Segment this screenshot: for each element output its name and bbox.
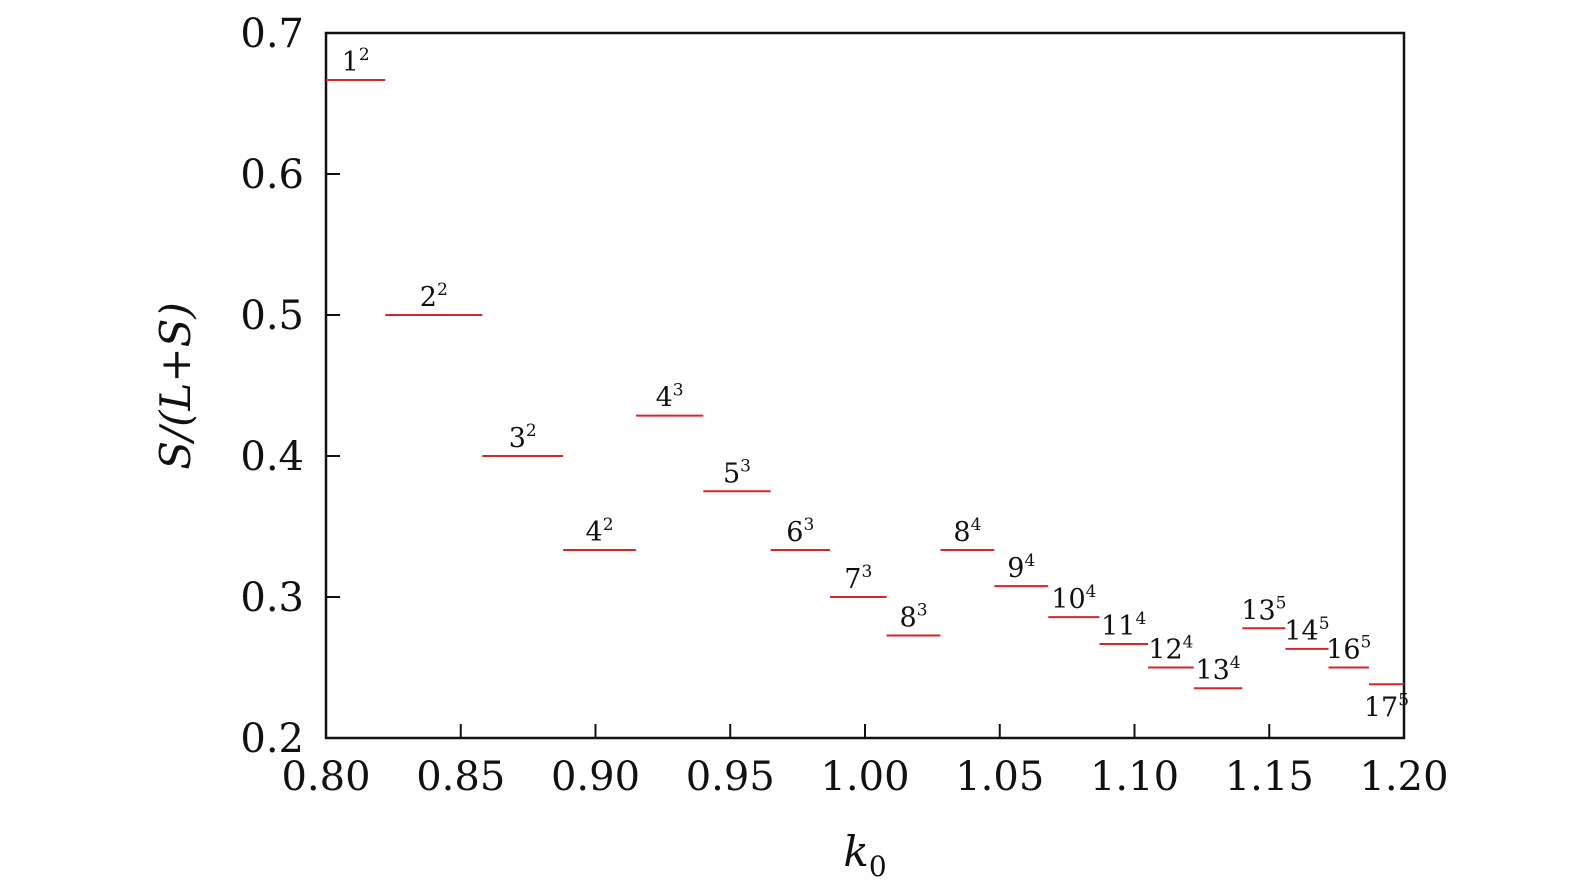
segment-label-base: 7 <box>844 564 861 595</box>
segment-label: 84 <box>953 515 981 548</box>
segment-label-exponent: 3 <box>673 381 684 401</box>
segment-label: 124 <box>1148 633 1193 666</box>
segment-label-base: 6 <box>786 517 803 548</box>
segment-label-base: 11 <box>1101 611 1135 642</box>
x-tick-label: 1.15 <box>1225 754 1314 800</box>
segment-label-exponent: 5 <box>1398 690 1409 710</box>
segment-label-exponent: 3 <box>803 515 814 535</box>
x-tick-label: 0.95 <box>686 754 775 800</box>
segment-label: 12 <box>342 45 370 78</box>
x-tick-label: 1.00 <box>820 754 909 800</box>
segment-label-base: 4 <box>586 517 603 548</box>
x-tick-label: 0.85 <box>416 754 505 800</box>
segment-label-exponent: 4 <box>1024 551 1035 571</box>
segment-label-base: 4 <box>656 383 673 414</box>
segment-label-exponent: 4 <box>1230 653 1241 673</box>
x-tick-label: 1.20 <box>1359 754 1448 800</box>
segment-label-base: 17 <box>1364 692 1398 723</box>
segment-label-base: 13 <box>1195 655 1229 686</box>
segment-label-exponent: 4 <box>1086 582 1097 602</box>
segment-label: 94 <box>1007 551 1035 584</box>
x-tick-label: 0.90 <box>551 754 640 800</box>
segment-label-exponent: 3 <box>740 456 751 476</box>
x-tick-label: 0.80 <box>281 754 370 800</box>
segment-label-base: 13 <box>1241 595 1275 626</box>
segment-label: 63 <box>786 515 814 548</box>
plot-frame <box>324 31 1406 740</box>
segment-label-exponent: 3 <box>861 562 872 582</box>
x-tick-label: 1.05 <box>955 754 1044 800</box>
segment-label-base: 8 <box>900 602 917 633</box>
segment-label-exponent: 4 <box>971 515 982 535</box>
segment-label-base: 14 <box>1284 616 1318 647</box>
segment-label: 53 <box>723 456 751 489</box>
segments <box>326 78 1404 690</box>
segment-label-exponent: 2 <box>437 280 448 300</box>
y-tick-label: 0.3 <box>240 575 304 621</box>
segment-label: 165 <box>1326 633 1371 666</box>
segment-label-exponent: 2 <box>359 45 370 65</box>
segment-label-base: 9 <box>1007 553 1024 584</box>
segment-label-exponent: 5 <box>1276 593 1287 613</box>
segment-label: 32 <box>509 421 537 454</box>
segment-label-base: 2 <box>420 282 437 313</box>
segment-label-exponent: 2 <box>526 421 537 441</box>
x-axis: 0.80 0.85 0.90 0.95 1.00 1.05 1.10 1.15 1.20 <box>281 724 1449 800</box>
segment-label: 175 <box>1364 690 1409 723</box>
segment-label-exponent: 5 <box>1361 633 1372 653</box>
segment-label: 145 <box>1284 614 1329 647</box>
x-tick-label: 1.10 <box>1090 754 1179 800</box>
segment-label: 43 <box>656 381 684 414</box>
segment-label-base: 8 <box>953 517 970 548</box>
segment-label: 114 <box>1101 609 1146 642</box>
y-tick-label: 0.5 <box>240 293 304 339</box>
segment-label-base: 16 <box>1326 635 1360 666</box>
segment-label: 42 <box>586 515 614 548</box>
segment-label: 83 <box>900 600 928 633</box>
segment-label: 73 <box>844 562 872 595</box>
y-axis: 0.2 0.3 0.4 0.5 0.6 0.7 <box>240 11 340 762</box>
x-axis-title: k0 <box>843 827 886 883</box>
segment-label: 135 <box>1241 593 1286 626</box>
segment-label-base: 3 <box>509 423 526 454</box>
y-tick-label: 0.4 <box>240 434 304 480</box>
y-axis-title: S/(L+S) <box>151 302 200 470</box>
segment-label: 104 <box>1051 582 1096 615</box>
segment-labels: 1222324243536373838494104114124134135145… <box>342 45 1409 723</box>
segment-label-exponent: 4 <box>1135 609 1146 629</box>
segment-label-exponent: 2 <box>603 515 614 535</box>
segment-label-base: 5 <box>723 458 740 489</box>
segment-label-exponent: 4 <box>1183 633 1194 653</box>
segment-label-base: 12 <box>1148 635 1182 666</box>
segment-label: 134 <box>1195 653 1240 686</box>
y-tick-label: 0.2 <box>240 716 304 762</box>
y-tick-label: 0.6 <box>240 152 304 198</box>
y-tick-label: 0.7 <box>240 11 304 57</box>
x-axis-title-subscript: 0 <box>869 850 887 883</box>
segment-label: 22 <box>420 280 448 313</box>
segment-label-exponent: 3 <box>917 600 928 620</box>
segment-label-base: 1 <box>342 47 359 78</box>
segment-label-base: 10 <box>1051 584 1085 615</box>
segment-label-exponent: 5 <box>1319 614 1330 634</box>
